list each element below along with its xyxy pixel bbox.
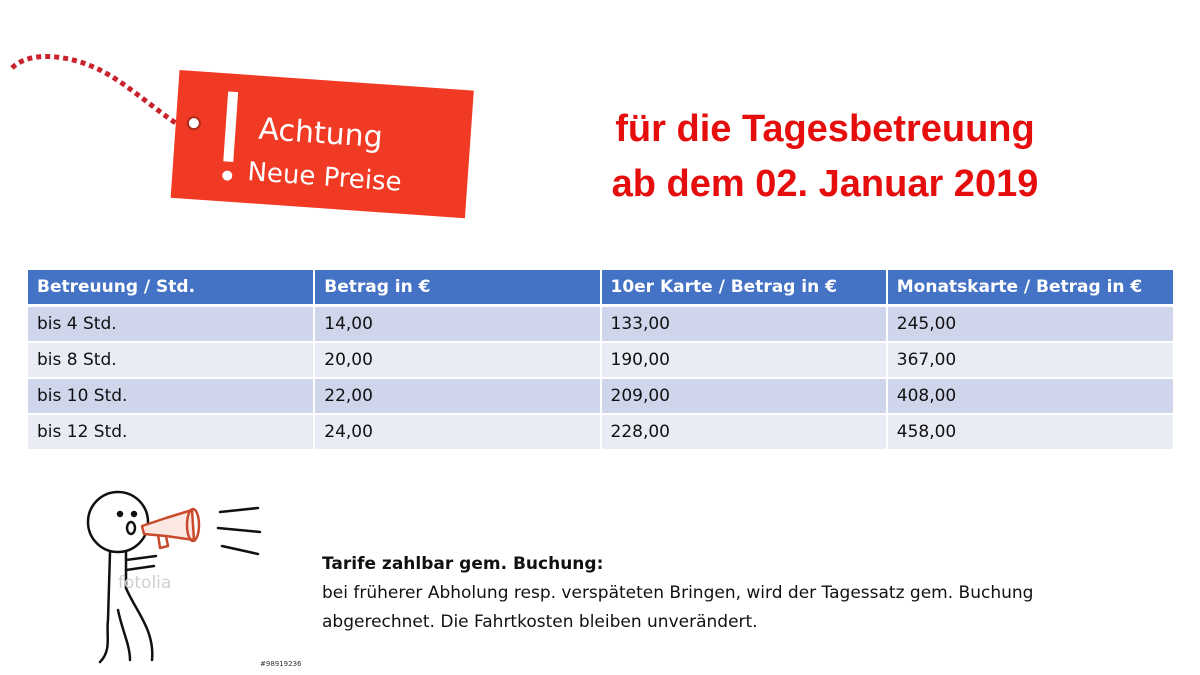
notice-title: Tarife zahlbar gem. Buchung: (322, 554, 604, 574)
table-cell: 367,00 (886, 342, 1173, 378)
notice-text-line-1: bei früherer Abholung resp. verspäteten … (322, 583, 1034, 603)
notice-block: Tarife zahlbar gem. Buchung: bei frühere… (322, 550, 1142, 637)
price-tag-icon: Achtung Neue Preise (170, 70, 474, 219)
watermark-text: fotolia (118, 573, 171, 593)
exclamation-icon (222, 91, 239, 181)
tag-string-icon (10, 54, 192, 135)
table-row: bis 12 Std. 24,00 228,00 458,00 (28, 414, 1173, 450)
stick-figure-icon (86, 490, 158, 664)
table-cell: 209,00 (600, 378, 888, 414)
table-cell: bis 4 Std. (28, 305, 316, 342)
sound-lines-icon (216, 506, 262, 556)
table-cell: bis 12 Std. (28, 414, 316, 450)
megaphone-figure-illustration: fotolia #98919236 (86, 490, 302, 668)
table-row: bis 8 Std. 20,00 190,00 367,00 (28, 342, 1173, 378)
table-cell: 14,00 (314, 305, 602, 342)
table-header-row: Betreuung / Std. Betrag in € 10er Karte … (28, 270, 1173, 307)
table-cell: 458,00 (886, 414, 1173, 450)
table-cell: 20,00 (314, 342, 602, 378)
tag-title: Achtung (257, 112, 383, 156)
table-row: bis 4 Std. 14,00 133,00 245,00 (28, 305, 1173, 342)
column-header: Betreuung / Std. (28, 270, 316, 307)
table-cell: 22,00 (314, 378, 602, 414)
table-cell: 408,00 (886, 378, 1173, 414)
table-cell: 133,00 (600, 305, 888, 342)
table-cell: 24,00 (314, 414, 602, 450)
column-header: Betrag in € (314, 270, 602, 307)
table-cell: bis 8 Std. (28, 342, 316, 378)
headline-line-1: für die Tagesbetreuung (615, 108, 1035, 150)
column-header: 10er Karte / Betrag in € (600, 270, 888, 307)
megaphone-icon (140, 507, 201, 550)
table-cell: 190,00 (600, 342, 888, 378)
stock-id-text: #98919236 (260, 660, 302, 668)
column-header: Monatskarte / Betrag in € (886, 270, 1173, 307)
headline-line-2: ab dem 02. Januar 2019 (611, 163, 1039, 205)
table-cell: bis 10 Std. (28, 378, 316, 414)
notice-text-line-2: abgerechnet. Die Fahrtkosten bleiben unv… (322, 612, 758, 632)
table-row: bis 10 Std. 22,00 209,00 408,00 (28, 378, 1173, 414)
table-cell: 245,00 (886, 305, 1173, 342)
price-table: Betreuung / Std. Betrag in € 10er Karte … (28, 270, 1173, 451)
price-tag-illustration: Achtung Neue Preise (10, 54, 474, 219)
table-cell: 228,00 (600, 414, 888, 450)
